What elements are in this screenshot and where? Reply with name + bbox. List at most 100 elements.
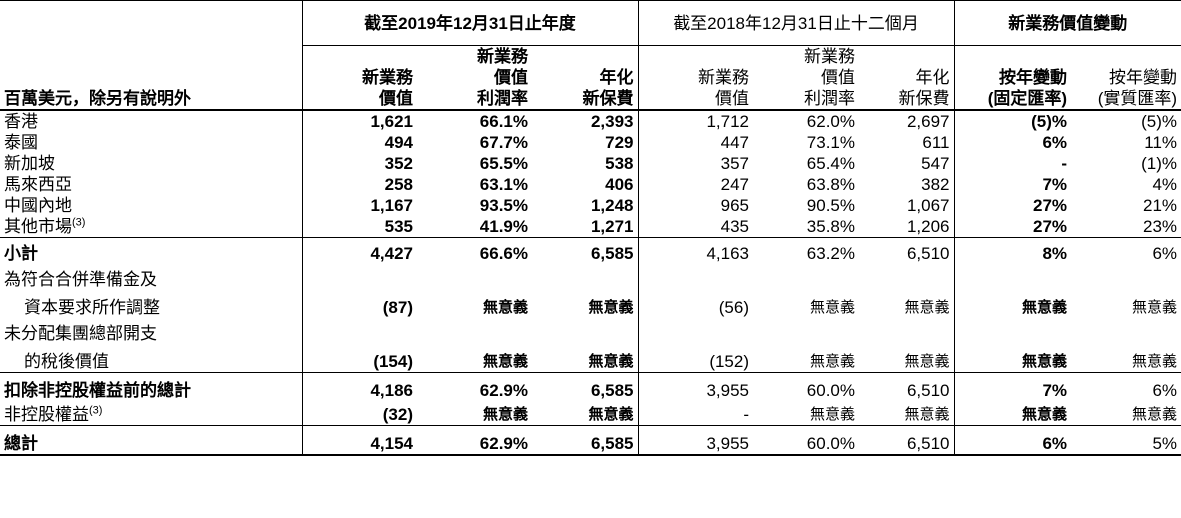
cell-ape-2018: 6,510 <box>859 425 955 456</box>
col-2019-ape-l1: 年化 <box>532 67 639 88</box>
row-label: 的稅後價值 <box>0 344 303 373</box>
cell-change-ar: 無意義 <box>1132 299 1178 316</box>
col-2019-ape-l2: 新保費 <box>532 88 639 111</box>
col-2018-vonb-l2: 價值 <box>638 88 753 111</box>
cell-vonb-2018: 357 <box>720 154 749 173</box>
cell-margin-2019: 67.7% <box>479 133 528 152</box>
period-2019-header: 截至2019年12月31日止年度 <box>302 0 639 46</box>
cell-change-cer: 6% <box>1042 133 1068 152</box>
cell-change-cer: 27% <box>954 216 1072 238</box>
cell-vonb-2019: 352 <box>384 154 413 173</box>
row-label: 扣除非控股權益前的總計 <box>0 372 303 401</box>
col-2019-margin-l1: 新業務 <box>477 47 528 66</box>
cell-vonb-2018: 965 <box>720 196 749 215</box>
footnote-ref: (3) <box>72 216 86 229</box>
row-label: 總計 <box>0 425 303 456</box>
cell-ape-2019: 6,585 <box>532 372 639 401</box>
cell-vonb-2019: (32) <box>302 401 417 426</box>
cell-change-cer: 7% <box>1042 175 1068 194</box>
cell-change-cer: 無意義 <box>1022 299 1068 316</box>
cell-margin-2019: 62.9% <box>479 381 528 400</box>
cell-ape-2019: 1,248 <box>532 195 639 216</box>
cell-margin-2018: 73.1% <box>806 133 855 152</box>
table-row-nci: 非控股權益(3) (32) 無意義 無意義 - 無意義 無意義 無意義 無意義 <box>0 401 1181 426</box>
cell-margin-2019: 66.6% <box>479 244 528 263</box>
col-ar-l2: (實質匯率) <box>1071 88 1181 111</box>
cell-change-cer: 6% <box>954 425 1072 456</box>
table-row-total: 總計 4,154 62.9% 6,585 3,955 60.0% 6,510 6… <box>0 425 1181 456</box>
cell-margin-2019: 41.9% <box>417 216 532 238</box>
cell-change-cer: 無意義 <box>954 344 1072 373</box>
cell-margin-2019: 無意義 <box>417 344 532 373</box>
col-2018-ape-l2: 新保費 <box>859 88 955 111</box>
table-row-adj1: 資本要求所作調整 (87) 無意義 無意義 (56) 無意義 無意義 無意義 無… <box>0 290 1181 318</box>
cell-margin-2018: 90.5% <box>806 196 855 215</box>
cell-change-ar: 11% <box>1144 133 1178 152</box>
cell-change-ar: 無意義 <box>1071 344 1181 373</box>
cell-vonb-2018: (56) <box>718 298 749 317</box>
cell-change-cer: 27% <box>1032 196 1068 215</box>
col-2019-margin-l2: 價值 <box>494 68 528 87</box>
header-row-a: 新業務 新業務 <box>0 45 1181 67</box>
cell-margin-2019: 66.1% <box>479 112 528 131</box>
cell-ape-2019: 無意義 <box>532 290 639 318</box>
col-2018-margin-l3: 利潤率 <box>753 88 859 111</box>
cell-ape-2019: 6,585 <box>532 237 639 264</box>
cell-ape-2019: 729 <box>532 132 639 153</box>
vonb-change-header: 新業務價值變動 <box>954 0 1181 46</box>
cell-vonb-2019: (87) <box>382 298 413 317</box>
cell-margin-2018: 無意義 <box>753 344 859 373</box>
col-cer-l2: (固定匯率) <box>954 88 1072 111</box>
cell-change-ar: 21% <box>1142 196 1178 215</box>
vonb-table: 截至2019年12月31日止年度 截至2018年12月31日止十二個月 新業務價… <box>0 0 1181 456</box>
cell-change-cer: 7% <box>1042 381 1068 400</box>
cell-ape-2018: 611 <box>859 132 955 153</box>
cell-ape-2018: 1,067 <box>859 195 955 216</box>
col-2019-margin-l3: 利潤率 <box>417 88 532 111</box>
cell-margin-2018: 63.8% <box>806 175 855 194</box>
cell-margin-2019: 63.1% <box>479 175 528 194</box>
cell-change-ar: (5)% <box>1141 112 1178 131</box>
row-label: 馬來西亞 <box>0 174 303 195</box>
row-label-text: 其他市場 <box>4 217 72 236</box>
cell-ape-2018: 無意義 <box>859 344 955 373</box>
col-2018-ape-l1: 年化 <box>859 67 955 88</box>
cell-ape-2018: 無意義 <box>859 401 955 426</box>
unit-label: 百萬美元，除另有說明外 <box>0 88 303 111</box>
row-label: 泰國 <box>0 132 303 153</box>
cell-ape-2018: 6,510 <box>859 237 955 264</box>
cell-vonb-2018: 435 <box>638 216 753 238</box>
cell-ape-2018: 547 <box>859 153 955 174</box>
cell-ape-2018: 2,697 <box>859 110 955 132</box>
col-2019-vonb-l1: 新業務 <box>362 68 413 87</box>
table-row-other: 其他市場(3) 535 41.9% 1,271 435 35.8% 1,206 … <box>0 216 1181 238</box>
cell-vonb-2018: - <box>638 401 753 426</box>
cell-margin-2018: 63.2% <box>806 244 855 263</box>
cell-vonb-2018: 3,955 <box>638 425 753 456</box>
cell-vonb-2019: 535 <box>302 216 417 238</box>
cell-ape-2019: 無意義 <box>532 344 639 373</box>
cell-margin-2019: 62.9% <box>417 425 532 456</box>
row-label: 新加坡 <box>0 153 303 174</box>
cell-change-ar: 6% <box>1152 244 1178 263</box>
cell-vonb-2019: 258 <box>384 175 413 194</box>
col-2019-vonb-l2: 價值 <box>302 88 417 111</box>
cell-ape-2018: 382 <box>859 174 955 195</box>
row-label: 未分配集團總部開支 <box>0 318 303 344</box>
cell-ape-2018: 1,206 <box>859 216 955 238</box>
cell-ape-2019: 406 <box>532 174 639 195</box>
row-label: 資本要求所作調整 <box>0 290 303 318</box>
period-2018-header: 截至2018年12月31日止十二個月 <box>638 0 955 46</box>
cell-ape-2019: 538 <box>532 153 639 174</box>
cell-vonb-2018: 447 <box>720 133 749 152</box>
cell-ape-2019: 1,271 <box>532 216 639 238</box>
header-row-c: 百萬美元，除另有說明外 價值 利潤率 新保費 價值 利潤率 新保費 (固定匯率)… <box>0 88 1181 111</box>
cell-vonb-2019: 4,186 <box>370 381 413 400</box>
cell-vonb-2019: 1,621 <box>370 112 413 131</box>
cell-vonb-2018: (152) <box>638 344 753 373</box>
cell-change-cer: (5)% <box>1031 112 1068 131</box>
cell-margin-2018: 60.0% <box>753 425 859 456</box>
cell-ape-2018: 6,510 <box>859 372 955 401</box>
header-row-b: 新業務 價值 年化 新業務 價值 年化 按年變動 按年變動 <box>0 67 1181 88</box>
cell-change-ar: 4% <box>1152 175 1178 194</box>
